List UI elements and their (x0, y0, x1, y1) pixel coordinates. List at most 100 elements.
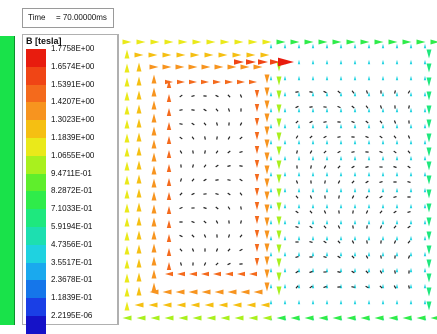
field-plot-area[interactable] (118, 34, 437, 325)
field-arrow (167, 248, 171, 256)
field-arrow (215, 290, 224, 295)
field-arrow (152, 192, 157, 201)
field-vector-small (352, 241, 353, 244)
field-arrow (176, 290, 185, 295)
field-vector-small (204, 109, 207, 111)
field-arrow (152, 231, 157, 240)
field-arrow-weak (298, 124, 300, 128)
field-arrow (189, 290, 198, 295)
field-arrow (277, 91, 282, 100)
field-vector-small (216, 109, 218, 111)
field-arrow (375, 40, 384, 45)
field-arrow (125, 274, 130, 283)
field-arrow-weak (298, 188, 300, 192)
field-arrow-weak (340, 124, 342, 128)
field-vector-small (241, 206, 242, 209)
time-value: = 70.00000ms (56, 9, 107, 27)
field-arrow (277, 231, 282, 240)
field-arrow (255, 244, 259, 252)
field-arrow (167, 122, 171, 130)
field-arrow-weak (326, 124, 328, 128)
field-arrow (427, 162, 432, 171)
field-vector-small (367, 240, 368, 243)
field-arrow (277, 259, 282, 268)
field-arrow-weak (284, 220, 286, 224)
field-arrow (431, 316, 437, 321)
field-arrow-weak (410, 76, 412, 80)
field-arrow-weak (396, 60, 398, 64)
field-arrow-weak (340, 44, 342, 48)
field-arrow (225, 272, 233, 276)
field-arrow-weak (284, 108, 286, 112)
vector-field-plot[interactable] (119, 34, 437, 325)
field-arrow-weak (396, 284, 398, 288)
field-arrow (219, 53, 228, 58)
field-arrow-weak (340, 76, 342, 80)
field-arrow-weak (312, 188, 314, 192)
field-arrow (255, 146, 259, 154)
field-arrow-weak (312, 252, 314, 256)
field-arrow (277, 175, 282, 184)
field-arrow-weak (354, 76, 356, 80)
field-arrow-weak (396, 108, 398, 112)
field-arrow (427, 204, 432, 213)
field-arrow-weak (410, 284, 412, 288)
field-arrow-weak (284, 284, 286, 288)
field-arrow (205, 303, 214, 308)
field-arrow (389, 316, 398, 321)
field-arrow (263, 316, 272, 321)
field-arrow (125, 64, 130, 73)
field-arrow-weak (368, 44, 370, 48)
field-arrow (179, 40, 188, 45)
field-arrow (165, 316, 174, 321)
field-arrow (201, 272, 209, 276)
field-arrow (125, 106, 130, 115)
field-vector-small (323, 257, 326, 258)
field-arrow-weak (396, 300, 398, 304)
field-vector-small (295, 227, 298, 228)
field-arrow (137, 203, 142, 212)
field-arrow (207, 40, 216, 45)
field-vector-small (325, 180, 326, 183)
field-arrow (193, 40, 202, 45)
field-arrow (177, 272, 185, 276)
field-arrow-weak (368, 188, 370, 192)
field-arrow-weak (410, 268, 412, 272)
field-vector-small (180, 207, 183, 208)
field-arrow-weak (270, 268, 272, 272)
field-arrow-weak (326, 44, 328, 48)
field-arrow (152, 101, 157, 110)
field-arrow (427, 50, 432, 59)
field-arrow-weak (396, 140, 398, 144)
field-arrow-weak (410, 92, 412, 96)
field-vector-small (241, 220, 242, 223)
field-vector-small (339, 195, 340, 198)
field-arrow (427, 134, 432, 143)
field-arrow (167, 262, 171, 270)
field-arrow-weak (326, 60, 328, 64)
field-arrow (137, 105, 142, 114)
field-vector-small (296, 106, 299, 107)
legend-swatch (26, 120, 46, 138)
field-arrow (191, 53, 200, 58)
field-arrow (125, 162, 130, 171)
field-arrow-weak (424, 172, 426, 176)
legend-value: 1.5391E+00 (51, 80, 94, 98)
field-arrow-weak (396, 172, 398, 176)
field-arrow (165, 40, 174, 45)
field-arrow (152, 179, 157, 188)
field-arrow (151, 40, 160, 45)
field-vector-small (408, 226, 411, 228)
field-arrow (219, 303, 228, 308)
field-vector-small (227, 180, 230, 181)
field-arrow (403, 316, 412, 321)
legend-color-scale (26, 49, 46, 334)
field-arrow (167, 234, 171, 242)
field-vector-small (180, 178, 181, 181)
field-arrow (265, 140, 270, 149)
field-arrow (254, 65, 263, 70)
field-arrow-weak (382, 60, 384, 64)
field-arrow (347, 316, 356, 321)
field-vector-small (310, 196, 311, 199)
field-arrow-weak (326, 156, 328, 160)
